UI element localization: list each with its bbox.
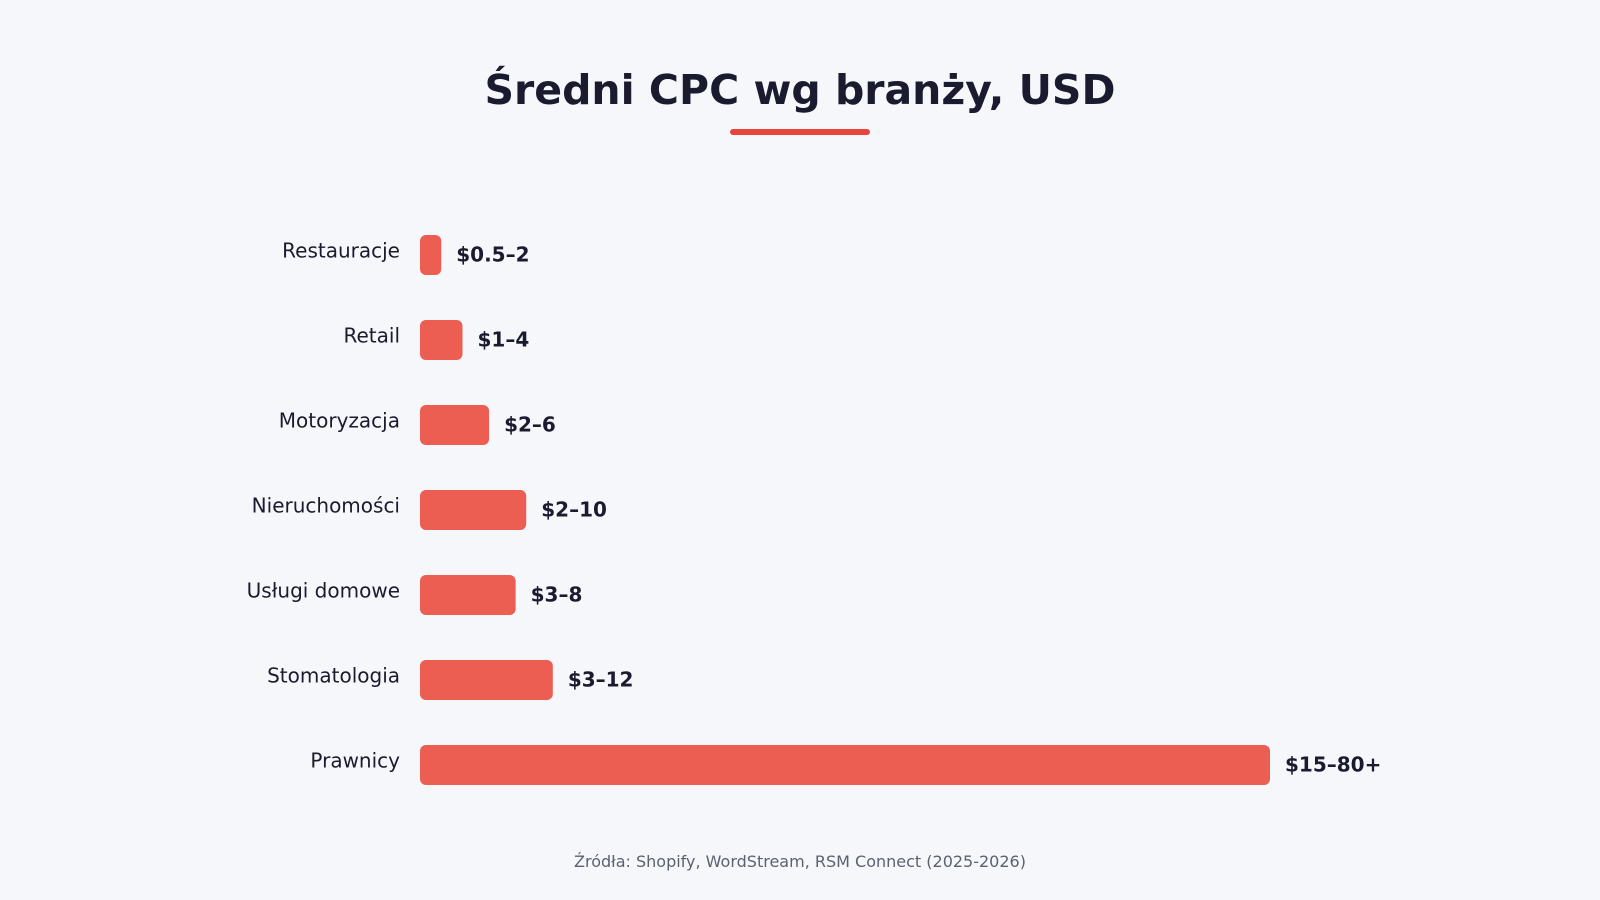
category-label: Restauracje <box>282 239 400 263</box>
bar <box>420 490 527 530</box>
category-label: Usługi domowe <box>247 579 400 603</box>
value-label: $2–6 <box>504 413 556 437</box>
category-label: Retail <box>343 324 400 348</box>
bar <box>420 235 442 275</box>
chart-title: Średni CPC wg branży, USD <box>484 66 1116 114</box>
bar <box>420 405 490 445</box>
value-label: $0.5–2 <box>456 243 529 267</box>
value-label: $2–10 <box>541 498 607 522</box>
bar <box>420 660 553 700</box>
bar <box>420 575 516 615</box>
title-underline <box>730 129 870 135</box>
value-label: $3–8 <box>531 583 583 607</box>
value-label: $1–4 <box>478 328 530 352</box>
bar <box>420 745 1270 785</box>
category-label: Motoryzacja <box>279 409 400 433</box>
value-label: $3–12 <box>568 668 634 692</box>
category-label: Stomatologia <box>267 664 400 688</box>
category-label: Nieruchomości <box>252 494 400 518</box>
bar <box>420 320 463 360</box>
value-label: $15–80+ <box>1285 753 1381 777</box>
source-note: Źródła: Shopify, WordStream, RSM Connect… <box>574 852 1026 871</box>
category-label: Prawnicy <box>310 749 400 773</box>
